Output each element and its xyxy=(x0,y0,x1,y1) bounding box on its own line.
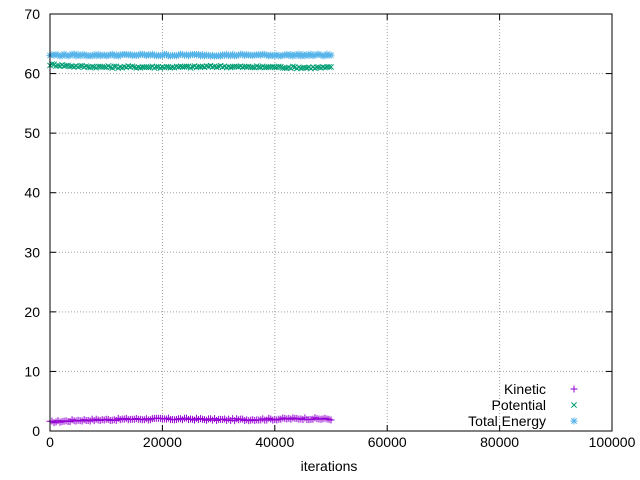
data-layer xyxy=(46,50,335,427)
data-point xyxy=(289,63,296,70)
ticks: 0 20000 40000 60000 80000 100000 0 10 20 30 40 50 60… xyxy=(24,6,635,450)
x-tick-label: 40000 xyxy=(255,434,294,450)
data-point xyxy=(111,63,118,70)
data-point xyxy=(327,51,335,59)
x-tick-label: 0 xyxy=(46,434,54,450)
y-tick-label: 30 xyxy=(24,244,40,260)
series-total-energy xyxy=(46,50,335,60)
legend-marker xyxy=(570,385,578,393)
legend-label: Potential xyxy=(492,397,546,413)
data-point xyxy=(275,63,282,70)
data-point xyxy=(148,50,156,58)
y-tick-label: 70 xyxy=(24,6,40,22)
grid xyxy=(50,14,612,431)
x-axis-label: iterations xyxy=(301,458,358,474)
data-point xyxy=(326,63,332,70)
y-tick-label: 40 xyxy=(24,185,40,201)
data-point xyxy=(327,416,335,424)
data-point xyxy=(259,63,266,70)
legend-marker xyxy=(571,402,577,408)
y-tick-label: 20 xyxy=(24,304,40,320)
plot-frame xyxy=(49,13,613,432)
x-tick-label: 100000 xyxy=(589,434,636,450)
legend-marker xyxy=(570,417,578,425)
y-tick-label: 60 xyxy=(24,66,40,82)
y-tick-label: 10 xyxy=(24,363,40,379)
data-point xyxy=(328,64,334,70)
data-point xyxy=(249,64,256,71)
series-potential xyxy=(47,61,334,72)
legend-label: Total Energy xyxy=(468,413,546,429)
legend-label: Kinetic xyxy=(504,381,546,397)
x-tick-label: 80000 xyxy=(480,434,519,450)
x-tick-label: 20000 xyxy=(143,434,182,450)
data-point xyxy=(183,63,190,70)
data-point xyxy=(213,64,220,71)
y-tick-label: 0 xyxy=(32,423,40,439)
y-tick-label: 50 xyxy=(24,125,40,141)
x-tick-label: 60000 xyxy=(368,434,407,450)
series-kinetic xyxy=(46,414,335,427)
